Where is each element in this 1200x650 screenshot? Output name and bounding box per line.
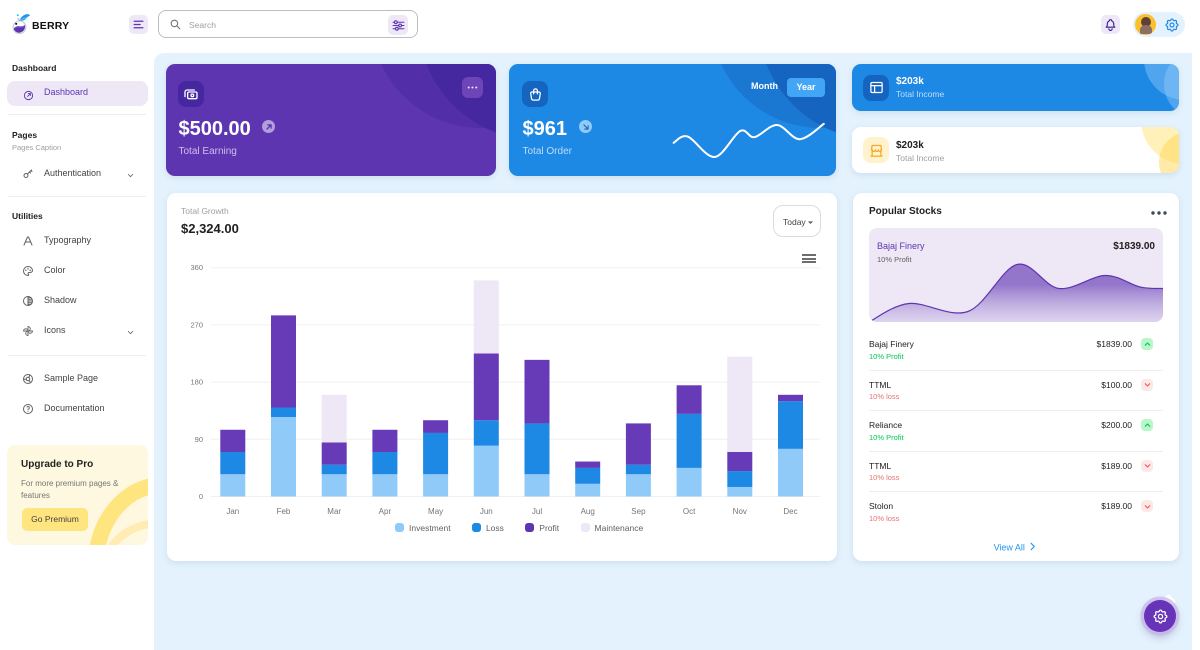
- svg-text:360: 360: [190, 263, 203, 272]
- svg-text:Mar: Mar: [327, 507, 341, 516]
- svg-text:Jan: Jan: [226, 507, 239, 516]
- svg-text:Nov: Nov: [733, 507, 747, 516]
- svg-text:Feb: Feb: [277, 507, 291, 516]
- svg-text:Jul: Jul: [532, 507, 542, 516]
- svg-text:Jun: Jun: [480, 507, 493, 516]
- svg-text:May: May: [428, 507, 443, 516]
- svg-text:270: 270: [190, 320, 203, 329]
- svg-text:0: 0: [199, 492, 203, 501]
- svg-text:Aug: Aug: [581, 507, 595, 516]
- svg-text:180: 180: [190, 378, 203, 387]
- svg-text:90: 90: [195, 435, 203, 444]
- svg-text:Dec: Dec: [783, 507, 797, 516]
- svg-text:Apr: Apr: [379, 507, 392, 516]
- svg-text:Sep: Sep: [631, 507, 646, 516]
- svg-text:Oct: Oct: [683, 507, 696, 516]
